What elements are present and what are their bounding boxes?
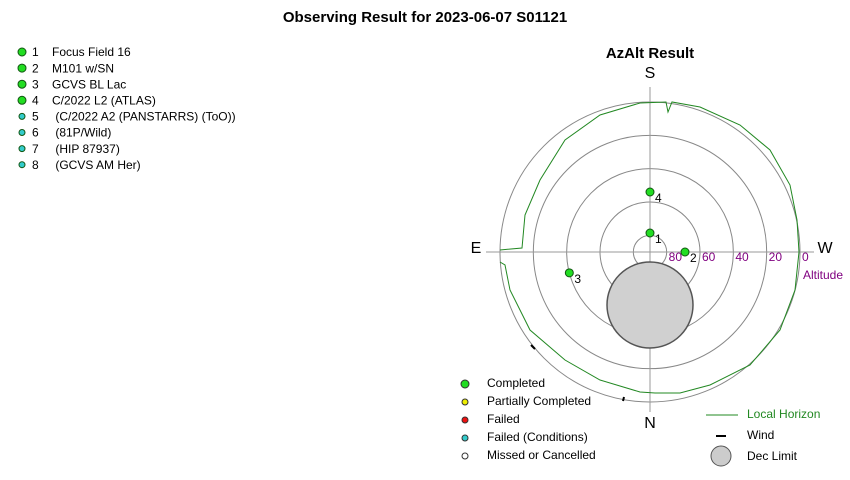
- local-horizon: [499, 101, 800, 394]
- legend-horizon: Local Horizon: [747, 407, 820, 421]
- target-number: 3: [32, 77, 39, 91]
- target-status: [17, 63, 27, 73]
- target-number: 6: [32, 126, 39, 140]
- altitude-tick: 40: [735, 250, 749, 264]
- target-status: [18, 112, 26, 120]
- legend-dec: Dec Limit: [747, 449, 798, 463]
- point-label: 1: [655, 232, 662, 246]
- legend-marker: [460, 379, 470, 389]
- target-name: Focus Field 16: [52, 45, 131, 59]
- page-title: Observing Result for 2023-06-07 S01121: [283, 9, 567, 26]
- target-name: (81P/Wild): [52, 126, 111, 140]
- target-number: 1: [32, 45, 39, 59]
- target-point: [680, 247, 690, 257]
- target-number: 2: [32, 61, 39, 75]
- target-name: (GCVS AM Her): [52, 158, 141, 172]
- target-number: 8: [32, 158, 39, 172]
- target-number: 5: [32, 110, 39, 124]
- target-status: [17, 47, 27, 57]
- legend-marker: [461, 452, 469, 460]
- legend-label: Completed: [487, 376, 545, 390]
- target-point: [645, 187, 655, 197]
- target-number: 7: [32, 142, 39, 156]
- legend-label: Partially Completed: [487, 394, 591, 408]
- altitude-tick: 20: [769, 250, 783, 264]
- target-status: [18, 129, 26, 136]
- point-label: 2: [690, 251, 697, 265]
- target-status: [17, 79, 27, 89]
- legend-label: Failed: [487, 412, 520, 426]
- target-name: (HIP 87937): [52, 142, 120, 156]
- wind-mark: [530, 344, 536, 350]
- dec-limit: [606, 261, 694, 349]
- altitude-tick: 80: [669, 250, 683, 264]
- target-status: [18, 161, 26, 169]
- dir-east: E: [471, 240, 482, 257]
- target-name: C/2022 L2 (ATLAS): [52, 93, 156, 107]
- altitude-tick: 60: [702, 250, 716, 264]
- legend-marker: [461, 398, 469, 406]
- altitude-label: Altitude: [803, 268, 843, 282]
- legend-marker: [461, 416, 469, 424]
- target-name: M101 w/SN: [52, 61, 114, 75]
- plot-title: AzAlt Result: [606, 45, 694, 62]
- target-status: [17, 95, 27, 105]
- legend-label: Missed or Cancelled: [487, 448, 596, 462]
- dir-north: N: [644, 415, 656, 432]
- point-label: 4: [655, 191, 662, 205]
- dir-west: W: [817, 240, 833, 257]
- dir-south: S: [645, 65, 656, 82]
- legend-wind: Wind: [747, 428, 774, 442]
- altitude-tick: 0: [802, 250, 809, 264]
- target-name: GCVS BL Lac: [52, 77, 126, 91]
- legend-dec-mark: [710, 445, 732, 467]
- target-number: 4: [32, 93, 39, 107]
- legend-label: Failed (Conditions): [487, 430, 588, 444]
- legend-marker: [461, 434, 469, 442]
- target-status: [18, 145, 26, 153]
- target-name: (C/2022 A2 (PANSTARRS) (ToO)): [52, 110, 236, 124]
- target-point: [645, 228, 655, 238]
- wind-mark: [622, 396, 625, 402]
- target-point: [564, 268, 574, 278]
- point-label: 3: [574, 272, 581, 286]
